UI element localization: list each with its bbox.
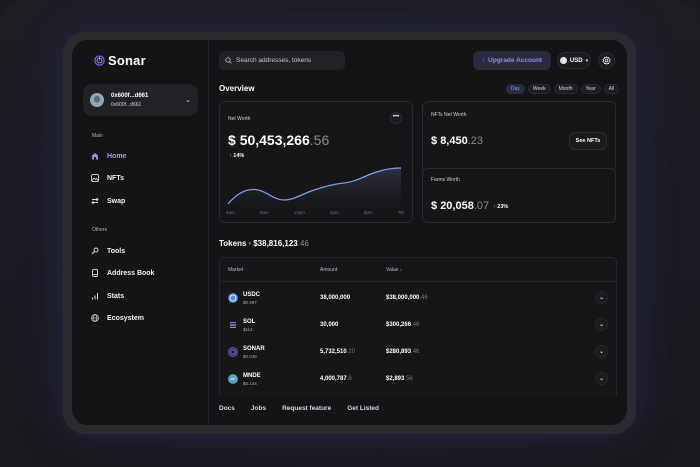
table-row[interactable]: SOL $114 30,000 $300,266.46 ⌄ xyxy=(220,314,616,341)
sidebar-item-address-book[interactable]: Address Book xyxy=(91,269,154,277)
sidebar-item-nfts[interactable]: NFTs xyxy=(91,174,124,182)
sidebar-item-label: NFTs xyxy=(107,174,124,182)
net-worth-label: Net Worth xyxy=(228,116,251,122)
sonar-logo-icon xyxy=(94,55,105,66)
sidebar-item-stats[interactable]: Stats xyxy=(91,292,124,300)
wallet-avatar xyxy=(90,93,104,107)
expand-row-button[interactable]: ⌄ xyxy=(595,372,608,385)
main-content: ↑ Upgrade Account USD ▾ Overview Day Wee… xyxy=(209,40,627,425)
app-name: Sonar xyxy=(108,53,146,68)
farms-worth-value: $ 20,058.07 xyxy=(431,200,490,212)
chevron-down-icon: ▾ xyxy=(585,57,589,64)
arrow-up-icon: ↑ xyxy=(229,153,232,159)
table-row[interactable]: SONAR $0.049 5,732,510.20 $280,893.46 ⌄ xyxy=(220,341,616,368)
usdc-icon xyxy=(228,293,238,303)
tab-day[interactable]: Day xyxy=(506,84,525,94)
sidebar-item-label: Stats xyxy=(107,292,125,300)
sidebar-item-label: Address Book xyxy=(107,269,155,277)
sidebar-item-label: Ecosystem xyxy=(107,314,144,322)
app-window: Sonar 0x600f...d661 0x600f...d661 ⌄ Main… xyxy=(72,40,627,425)
more-options-button[interactable]: ••• xyxy=(390,112,402,124)
net-worth-value: $ 50,453,266.56 xyxy=(228,132,330,148)
currency-selector[interactable]: USD ▾ xyxy=(557,52,591,69)
chevron-down-icon: ⌄ xyxy=(598,322,605,328)
more-icon: ••• xyxy=(392,114,400,120)
sonar-icon xyxy=(228,347,238,357)
nfts-net-worth-card: NFTs Net Worth $ 8,450.23 See NFTs xyxy=(422,101,616,173)
column-amount[interactable]: Amount xyxy=(320,267,338,273)
sidebar-item-swap[interactable]: Swap xyxy=(91,197,125,205)
search-input[interactable] xyxy=(236,57,336,64)
chevron-down-icon: ⌄ xyxy=(598,295,605,301)
tab-month[interactable]: Month xyxy=(553,84,578,94)
home-icon xyxy=(92,153,98,160)
column-market[interactable]: Market xyxy=(228,267,244,273)
tab-year[interactable]: Year xyxy=(580,84,601,94)
wallet-sub-address: 0x600f...d661 xyxy=(111,101,142,108)
chevron-down-icon: ⌄ xyxy=(598,349,605,355)
tokens-title: Tokens • $38,816,123.46 xyxy=(219,239,309,248)
chart-x-axis: 4am 8am 12pm 4pm 8pm 7th xyxy=(226,210,404,215)
table-row[interactable]: MNDE $0.144 4,000,787.8 $2,893.56 ⌄ xyxy=(220,368,616,395)
settings-button[interactable] xyxy=(598,52,615,69)
arrow-up-icon: ↑ xyxy=(493,204,496,210)
tokens-total: $38,816,123 xyxy=(253,239,298,248)
sol-icon xyxy=(230,322,236,328)
expand-row-button[interactable]: ⌄ xyxy=(595,318,608,331)
table-header: Market Amount Value ↓ xyxy=(220,258,616,282)
chevron-down-icon: ⌄ xyxy=(185,97,191,104)
footer-link-request-feature[interactable]: Request feature xyxy=(282,405,332,412)
wallet-selector[interactable]: 0x600f...d661 0x600f...d661 ⌄ xyxy=(83,84,198,116)
wrench-icon xyxy=(91,247,99,255)
tab-week[interactable]: Week xyxy=(527,84,551,94)
footer-links: Docs Jobs Request feature Get Listed xyxy=(219,405,379,412)
expand-row-button[interactable]: ⌄ xyxy=(595,291,608,304)
column-value[interactable]: Value ↓ xyxy=(386,267,403,273)
sidebar-item-label: Tools xyxy=(107,247,126,255)
mnde-icon xyxy=(228,374,238,384)
gear-icon xyxy=(602,56,611,65)
nfts-net-worth-label: NFTs Net Worth xyxy=(431,112,467,118)
net-worth-change: ↑ 14% xyxy=(229,153,245,159)
sidebar-item-tools[interactable]: Tools xyxy=(91,247,125,255)
net-worth-card: Net Worth ••• $ 50,453,266.56 ↑ 14% xyxy=(219,101,413,223)
sidebar-item-home[interactable]: Home xyxy=(91,152,126,160)
tab-all[interactable]: All xyxy=(603,84,620,94)
farms-worth-change: ↑ 23% xyxy=(493,204,509,210)
chevron-down-icon: ⌄ xyxy=(598,376,605,382)
see-nfts-button[interactable]: See NFTs xyxy=(569,132,607,150)
book-icon xyxy=(92,269,98,277)
net-worth-chart xyxy=(227,167,402,210)
farms-worth-card: Farms Worth $ 20,058.07 ↑ 23% xyxy=(422,168,616,223)
swap-icon xyxy=(91,197,99,205)
sidebar: Sonar 0x600f...d661 0x600f...d661 ⌄ Main… xyxy=(72,40,209,425)
overview-title: Overview xyxy=(219,84,255,93)
sidebar-item-ecosystem[interactable]: Ecosystem xyxy=(91,314,144,322)
footer-link-docs[interactable]: Docs xyxy=(219,405,235,412)
tokens-table: Market Amount Value ↓ USDC $0.997 38,000… xyxy=(219,257,617,397)
table-row[interactable]: USDC $0.997 38,000,000 $38,000,000.46 ⌄ xyxy=(220,287,616,314)
upgrade-label: Upgrade Account xyxy=(488,57,543,64)
range-tabs: Day Week Month Year All xyxy=(506,84,620,94)
bar-chart-icon xyxy=(92,293,98,300)
wallet-address: 0x600f...d661 xyxy=(111,92,149,99)
search-icon xyxy=(225,57,232,64)
currency-label: USD xyxy=(569,57,583,64)
arrow-up-icon: ↑ xyxy=(481,57,486,64)
currency-coin-icon xyxy=(559,57,567,64)
image-icon xyxy=(91,174,99,182)
nfts-net-worth-value: $ 8,450.23 xyxy=(431,135,484,147)
globe-icon xyxy=(91,314,99,322)
footer-link-get-listed[interactable]: Get Listed xyxy=(347,405,379,412)
search-bar[interactable] xyxy=(219,51,345,70)
upgrade-account-button[interactable]: ↑ Upgrade Account xyxy=(473,51,551,70)
footer-link-jobs[interactable]: Jobs xyxy=(250,405,267,412)
expand-row-button[interactable]: ⌄ xyxy=(595,345,608,358)
nav-section-main: Main xyxy=(92,133,103,139)
sidebar-item-label: Swap xyxy=(107,197,126,205)
farms-worth-label: Farms Worth xyxy=(431,177,460,183)
logo[interactable]: Sonar xyxy=(94,53,146,68)
sidebar-item-label: Home xyxy=(107,152,127,160)
nav-section-others: Others xyxy=(92,227,108,233)
